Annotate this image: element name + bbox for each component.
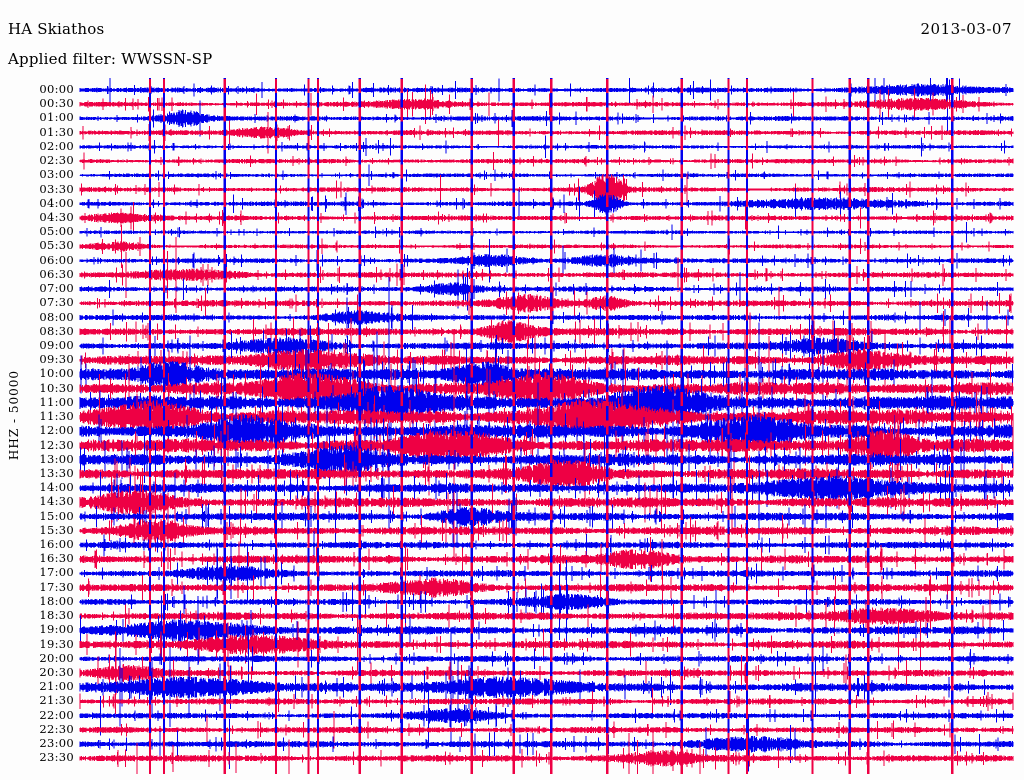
time-tick-label: 23:30 (39, 750, 74, 765)
time-tick-label: 18:30 (39, 608, 74, 623)
filter-label: Applied filter: WWSSN-SP (8, 50, 213, 68)
time-tick-label: 12:30 (39, 437, 74, 452)
page-title: HA Skiathos (8, 20, 105, 38)
time-tick-label: 21:00 (39, 679, 74, 694)
time-tick-label: 00:30 (39, 96, 74, 111)
time-tick-label: 17:00 (39, 565, 74, 580)
time-tick-label: 10:30 (39, 380, 74, 395)
time-tick-label: 01:30 (39, 124, 74, 139)
time-tick-label: 19:30 (39, 636, 74, 651)
time-tick-label: 12:00 (39, 423, 74, 438)
time-tick-label: 23:00 (39, 736, 74, 751)
time-tick-label: 21:30 (39, 693, 74, 708)
time-tick-label: 14:30 (39, 494, 74, 509)
trace-canvas (79, 78, 1014, 774)
time-tick-label: 01:00 (39, 110, 74, 125)
time-tick-label: 18:00 (39, 593, 74, 608)
time-tick-label: 15:30 (39, 522, 74, 537)
time-tick-label: 04:00 (39, 195, 74, 210)
time-tick-label: 11:30 (39, 409, 74, 424)
time-axis: 00:00 00:30 01:00 01:30 02:00 02:30 03:00 03:30… (0, 78, 78, 774)
time-tick-label: 02:30 (39, 153, 74, 168)
time-tick-label: 03:30 (39, 181, 74, 196)
time-tick-label: 16:00 (39, 537, 74, 552)
time-tick-label: 20:00 (39, 650, 74, 665)
time-tick-label: 04:30 (39, 209, 74, 224)
time-tick-label: 07:00 (39, 281, 74, 296)
time-tick-label: 05:30 (39, 238, 74, 253)
time-tick-label: 16:30 (39, 551, 74, 566)
time-tick-label: 13:30 (39, 465, 74, 480)
time-tick-label: 08:30 (39, 323, 74, 338)
time-tick-label: 15:00 (39, 508, 74, 523)
time-tick-label: 17:30 (39, 579, 74, 594)
time-tick-label: 09:30 (39, 352, 74, 367)
time-tick-label: 06:00 (39, 252, 74, 267)
time-tick-label: 10:00 (39, 366, 74, 381)
time-tick-label: 06:30 (39, 266, 74, 281)
time-tick-label: 22:30 (39, 721, 74, 736)
time-tick-label: 07:30 (39, 295, 74, 310)
time-tick-label: 19:00 (39, 622, 74, 637)
time-tick-label: 13:00 (39, 451, 74, 466)
time-tick-label: 08:00 (39, 309, 74, 324)
time-tick-label: 00:00 (39, 82, 74, 96)
time-tick-label: 11:00 (39, 394, 74, 409)
time-tick-label: 05:00 (39, 224, 74, 239)
date-label: 2013-03-07 (920, 20, 1012, 38)
seismogram-plot: 00:00 00:30 01:00 01:30 02:00 02:30 03:00 03:30… (0, 78, 1024, 774)
trace-row (79, 729, 1014, 774)
time-tick-label: 03:00 (39, 167, 74, 182)
time-tick-label: 20:30 (39, 665, 74, 680)
time-tick-label: 09:00 (39, 337, 74, 352)
time-tick-label: 14:00 (39, 480, 74, 495)
time-tick-label: 22:00 (39, 707, 74, 722)
time-tick-label: 02:00 (39, 138, 74, 153)
